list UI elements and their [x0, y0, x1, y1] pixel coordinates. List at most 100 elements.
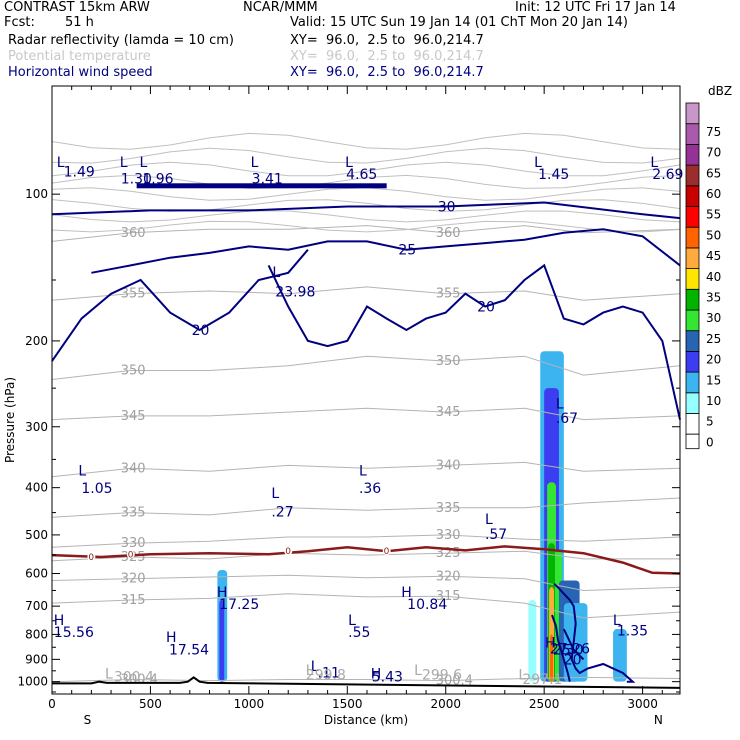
colorbar-level-label: 40 [706, 270, 721, 284]
extremum-annotation: 15.56 [54, 625, 94, 641]
freezing-level-label-bg [126, 550, 135, 559]
colorbar-swatch [685, 185, 700, 207]
terrain-line [52, 676, 681, 689]
theta-contour-label-360: 360 [436, 226, 461, 241]
colorbar-swatch [685, 143, 700, 166]
theta-contour-label-320: 320 [436, 569, 461, 584]
x-tick-label: 500 [139, 697, 162, 711]
extremum-annotation: L [414, 663, 422, 679]
extremum-annotation: H [166, 630, 177, 646]
colorbar-swatch [685, 371, 700, 394]
wind-contour-label-30: 30 [566, 643, 584, 659]
freezing-level-label-bg [87, 553, 96, 562]
theta-contour-320 [51, 574, 681, 592]
theta-contour-upper-1 [51, 147, 681, 164]
extremum-annotation: 1.35 [617, 624, 648, 640]
field-theta-xy: XY= 96.0, 2.5 to 96.0,214.7 [290, 49, 484, 64]
theta-contour-label-350: 350 [436, 354, 461, 369]
extremum-annotation: L [311, 659, 319, 675]
y-tick-label: 600 [25, 567, 48, 581]
field-wind-xy: XY= 96.0, 2.5 to 96.0,214.7 [290, 65, 484, 80]
fcst-label: Fcst: [4, 15, 35, 30]
extremum-annotation: .55 [348, 625, 370, 641]
extremum-annotation: L [534, 155, 542, 171]
theta-contour-label-315: 315 [121, 593, 146, 608]
extremum-annotation: 17.54 [169, 643, 209, 659]
theta-contour-315 [51, 593, 681, 619]
extremum-annotation: L [650, 155, 658, 171]
wind-contour-20 [267, 263, 681, 420]
wind-contour-label-20: 20 [477, 299, 495, 315]
field-reflectivity: Radar reflectivity (lamda = 10 cm) [8, 33, 234, 48]
fcst-value: 51 h [65, 15, 94, 30]
colorbar-swatch [685, 247, 700, 269]
extremum-annotation: H [54, 613, 65, 629]
freezing-level-label: 0 [285, 547, 291, 557]
field-reflectivity-xy: XY= 96.0, 2.5 to 96.0,214.7 [290, 33, 484, 48]
extremum-annotation: L [78, 464, 86, 480]
wind-contour-label-20: 20 [192, 323, 210, 339]
theta-contour-335 [51, 497, 681, 518]
theta-contour-300 [51, 676, 681, 683]
extremum-annotation: .67 [556, 411, 578, 427]
colorbar-swatch [685, 206, 700, 228]
colorbar-level-label: 10 [706, 394, 721, 408]
wind-contour-label-25: 25 [553, 643, 571, 659]
theta-contour-label-315: 315 [436, 589, 461, 604]
colorbar-level-label: 5 [706, 415, 714, 429]
theta-contour-325 [51, 550, 680, 562]
extremum-annotation: 17.25 [219, 597, 259, 613]
extremum-annotation: L [345, 155, 353, 171]
colorbar-level-label: 50 [706, 228, 721, 242]
x-axis-label: Distance (km) [324, 713, 408, 727]
theta-contour-label-335: 335 [121, 506, 146, 521]
y-tick-label: 700 [25, 599, 48, 613]
colorbar-swatch [685, 350, 700, 373]
model-name: CONTRAST 15km ARW [4, 0, 150, 15]
reflectivity-cell-2 [528, 600, 537, 682]
colorbar-level-label: 20 [706, 353, 721, 367]
extremum-annotation: .36 [359, 481, 381, 497]
colorbar-swatch [685, 268, 700, 290]
extremum-annotation: L [57, 155, 65, 171]
colorbar-swatch [685, 309, 700, 332]
x-tick-label: 0 [48, 697, 56, 711]
colorbar-swatch [685, 123, 700, 145]
theta-contour-label-330: 330 [121, 536, 146, 551]
theta-contour-upper-0 [51, 132, 681, 150]
extremum-annotation: H [371, 666, 382, 682]
theta-contour-label-355: 355 [436, 287, 461, 302]
extremum-annotation: 297.1 [522, 672, 562, 688]
extremum-annotation: H [217, 585, 228, 601]
extremum-annotation: L [613, 613, 621, 629]
extremum-annotation: 4.65 [346, 167, 377, 183]
colorbar-swatch [685, 102, 700, 125]
x-tick-label: 1000 [234, 697, 265, 711]
theta-contour-label-350: 350 [121, 363, 146, 378]
y-tick-label: 900 [25, 652, 48, 666]
colorbar-level-label: 60 [706, 187, 721, 201]
theta-contour-340 [51, 461, 681, 478]
extremum-annotation: L [271, 486, 279, 502]
theta-contour-330 [51, 534, 681, 548]
x-end-label-north: N [654, 713, 663, 727]
y-axis-label: Pressure (hPa) [3, 377, 17, 463]
x-tick-label: 2500 [529, 697, 560, 711]
wind-contour-25 [91, 228, 681, 274]
reflectivity-cell-11 [563, 603, 588, 682]
x-tick-label: 1500 [332, 697, 363, 711]
wind-contour-30 [51, 201, 681, 220]
freezing-level-line [51, 545, 681, 575]
terrain-fill [52, 677, 680, 694]
field-theta: Potential temperature [8, 49, 151, 64]
x-tick-label: 3000 [627, 697, 658, 711]
extremum-annotation: 27.26 [550, 641, 590, 657]
theta-contour-label-345: 345 [121, 409, 146, 424]
field-wind: Horizontal wind speed [8, 65, 153, 80]
theta-contour-label-340: 340 [121, 461, 146, 476]
extremum-annotation: 2.69 [652, 167, 683, 183]
colorbar-swatch [685, 433, 700, 450]
theta-contour-label-320: 320 [121, 572, 146, 587]
theta-contour-360 [51, 225, 681, 242]
